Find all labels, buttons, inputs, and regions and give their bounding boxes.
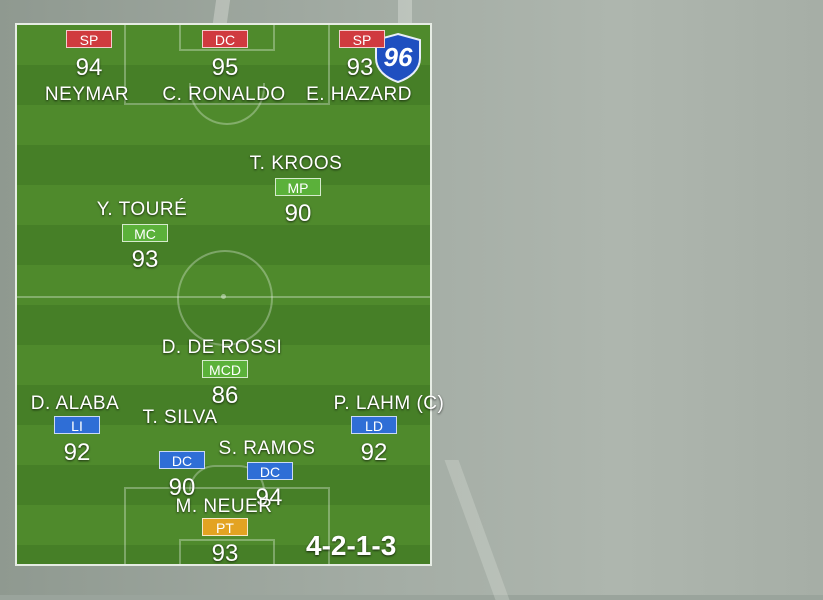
position-badge: PT [202, 518, 248, 536]
player-name: NEYMAR [44, 84, 130, 105]
player-rating: 90 [284, 200, 312, 227]
player-rating: 95 [211, 54, 239, 81]
player-rating: 93 [131, 246, 159, 273]
center-circle [177, 250, 273, 346]
player-rating: 94 [255, 484, 283, 511]
position-badge: MP [275, 178, 321, 196]
player-name: T. SILVA [142, 407, 218, 428]
player-rating: 93 [211, 540, 239, 567]
team-rating-value: 96 [383, 42, 413, 72]
player-name: M. NEUER [175, 496, 273, 517]
position-badge: MCD [202, 360, 248, 378]
formation-label: 4-2-1-3 [306, 530, 397, 561]
player-name: T. KROOS [249, 153, 343, 174]
player-rating: 92 [360, 439, 388, 466]
player-name: Y. TOURÉ [96, 199, 188, 220]
player-name: D. ALABA [30, 393, 120, 414]
position-badge: LD [351, 416, 397, 434]
player-name: S. RAMOS [218, 438, 316, 459]
player-rating: 86 [211, 382, 239, 409]
bottom-goal-box [179, 539, 275, 564]
team-rating-shield-icon [375, 32, 421, 84]
player-rating: 93 [346, 54, 374, 81]
position-badge: DC [202, 30, 248, 48]
top-goal-box [179, 25, 275, 51]
player-name: P. LAHM (C) [333, 393, 445, 414]
player-name: C. RONALDO [162, 84, 286, 105]
position-badge: DC [247, 462, 293, 480]
player-rating: 92 [63, 439, 91, 466]
player-rating: 90 [168, 474, 196, 501]
player-name: E. HAZARD [306, 84, 412, 105]
position-badge: DC [159, 451, 205, 469]
pitch [15, 23, 432, 566]
position-badge: LI [54, 416, 100, 434]
player-name: D. DE ROSSI [161, 337, 283, 358]
position-badge: MC [122, 224, 168, 242]
position-badge: SP [339, 30, 385, 48]
center-spot [221, 294, 226, 299]
player-rating: 94 [75, 54, 103, 81]
position-badge: SP [66, 30, 112, 48]
